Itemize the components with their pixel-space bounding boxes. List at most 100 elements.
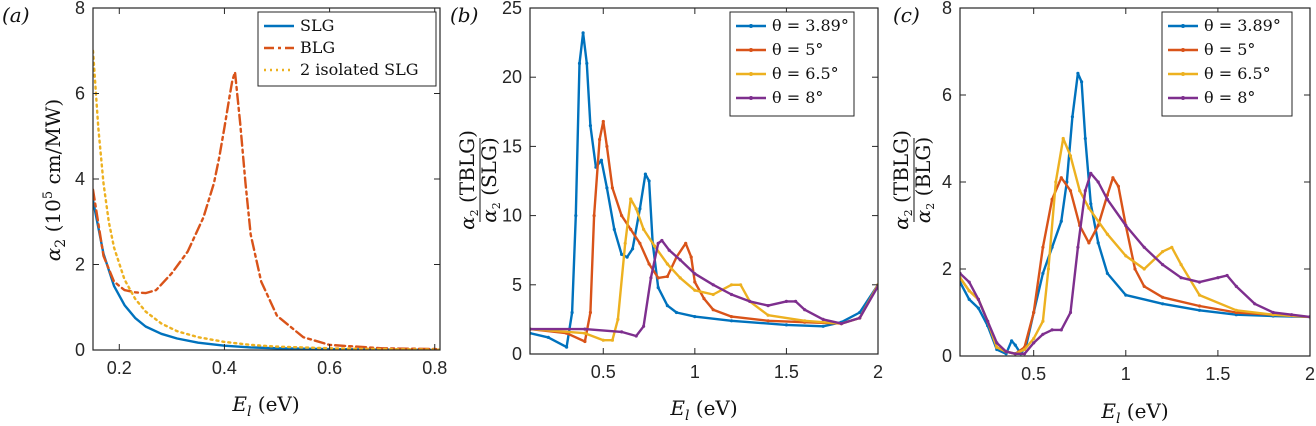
panel-a-legend-label-0: SLG <box>300 16 334 35</box>
panel-c-series-2-point <box>1234 308 1238 312</box>
panel-b-ytick-label: 15 <box>502 136 522 156</box>
panel-b-series-1-point <box>592 214 596 218</box>
panel-a-xtick-label: 0.6 <box>317 358 342 378</box>
panel-c-series-3-point <box>1022 352 1027 356</box>
panel-b-legend-marker-3 <box>749 96 753 100</box>
panel-b-series-2 <box>530 197 878 342</box>
panel-b-legend-label-0: θ = 3.89° <box>772 16 849 35</box>
panel-b-series-1-point <box>702 297 706 301</box>
panel-b-series-0-point <box>599 158 604 162</box>
panel-b-series-1 <box>530 120 878 343</box>
panel-c-series-3-point <box>1105 197 1109 201</box>
panel-a-xlabel: El (eV) <box>231 392 299 420</box>
panel-c-xtick-label: 2 <box>1305 364 1315 384</box>
panel-c-series-3-point <box>1290 313 1294 317</box>
panel-c-series-3-point <box>995 341 999 345</box>
svg-text:α2 (TBLG): α2 (TBLG) <box>455 130 481 230</box>
panel-b-series-2-point <box>610 338 615 342</box>
panel-c-series-2-point <box>1022 347 1027 352</box>
panel-b-series-3-point <box>794 299 798 303</box>
panel-b-series-2-point <box>629 197 633 201</box>
panel-c-series-0-point <box>976 306 981 310</box>
panel-c-series-2-point <box>1271 313 1275 317</box>
panel-c-series-0-point <box>1070 115 1074 119</box>
panel-b-series-0-point <box>729 319 734 323</box>
panel-a-xtick-label: 0.2 <box>107 358 132 378</box>
panel-b-series-0-point <box>631 247 635 251</box>
panel-c-series-0-point <box>1197 308 1202 312</box>
panel-b-legend-label-1: θ = 5° <box>772 40 823 59</box>
panel-b-series-3-point <box>803 308 807 312</box>
panel-c-legend-label-2: θ = 6.5° <box>1204 64 1271 83</box>
panel-b-series-3-point <box>858 316 862 320</box>
panel-a-ytick-label: 4 <box>75 169 85 189</box>
panel-c-series-1-point <box>1142 284 1146 288</box>
panel-c-series-1-point <box>1068 189 1073 193</box>
panel-b-series-0-point <box>693 315 697 319</box>
panel-b-series-1-point <box>684 241 688 245</box>
panel-c-series-0-point <box>1059 219 1063 223</box>
panel-b-series-1-point <box>620 214 624 218</box>
panel-c-xtick-label: 0.5 <box>1021 364 1046 384</box>
panel-b-series-0-point <box>605 186 609 190</box>
panel-c-series-0-point <box>1083 136 1087 141</box>
panel-c-ytick-label: 4 <box>942 172 952 192</box>
panel-c-series-1-point <box>1032 310 1036 315</box>
panel-b-ytick-label: 10 <box>502 206 522 226</box>
panel-b-xtick-label: 0.5 <box>591 362 616 382</box>
panel-c-series-2-point <box>1061 136 1065 141</box>
panel-c-ytick-label: 2 <box>942 259 952 279</box>
panel-b-ytick-label: 5 <box>512 275 522 295</box>
panel-c-legend-marker-1 <box>1181 48 1185 52</box>
panel-a-legend-label-1: BLG <box>300 38 335 57</box>
panel-b-series-1-point <box>605 144 609 148</box>
panel-c-series-1-point <box>1041 245 1045 249</box>
panel-b-series-0-point <box>577 61 582 65</box>
panel-c-xtick-label: 1.5 <box>1205 364 1230 384</box>
panel-b-ytick-label: 25 <box>502 0 522 18</box>
svg-text:α2 (BLG): α2 (BLG) <box>911 137 937 223</box>
panel-c-series-0-point <box>1076 71 1080 75</box>
panel-b-series-3-point <box>748 299 752 303</box>
panel-b-series-2-point <box>803 319 807 323</box>
panel-c-series-1-point <box>1234 310 1238 315</box>
panel-b-legend-label-3: θ = 8° <box>772 88 823 107</box>
panel-c-series-2-point <box>1124 254 1128 258</box>
panel-b-series-2-point <box>623 241 627 245</box>
panel-b-legend-marker-2 <box>749 72 753 76</box>
panel-b-series-1-point <box>583 339 587 344</box>
panel-c-label: (c) <box>893 3 920 27</box>
panel-b-series-1-point <box>656 276 660 280</box>
panel-c-series-3-point <box>1216 276 1220 280</box>
panel-c-series-3-point <box>1253 302 1257 306</box>
panel-b-series-3-point <box>693 272 697 276</box>
panel-c-series-3-point <box>1076 245 1080 249</box>
panel-c-legend-label-3: θ = 8° <box>1204 88 1255 107</box>
panel-c-series-2-point <box>1046 267 1050 271</box>
panel-c-legend-label-0: θ = 3.89° <box>1204 16 1281 35</box>
panel-c-series-3-point <box>1142 245 1146 249</box>
panel-c-series-0-point <box>1124 293 1128 297</box>
panel-c-xlabel: El (eV) <box>1100 399 1168 426</box>
panel-b-series-2-point <box>616 317 620 321</box>
panel-c-series-2-point <box>1105 232 1109 236</box>
panel-b-xlabel: El (eV) <box>669 396 737 424</box>
panel-a-series-0 <box>93 199 440 350</box>
panel-c-series-3-point <box>1068 310 1073 315</box>
panel-c-series-2-point <box>1179 263 1183 267</box>
panel-c-series-3-point <box>1059 328 1063 332</box>
panel-b-series-3-point <box>660 238 664 243</box>
panel-b-series-3-point <box>656 241 660 245</box>
panel-b-series-0-point <box>581 31 585 35</box>
panel-b-series-3-point <box>620 330 624 334</box>
panel-b-series-1-point <box>693 280 697 284</box>
panel-c-series-0 <box>960 72 1310 355</box>
panel-b-series-0-point <box>858 310 862 315</box>
panel-b-series-2-point <box>693 288 697 292</box>
panel-c-series-0-point <box>1080 80 1084 84</box>
panel-c-chart: (c) 0.5 1 1.5 2 0 2 4 6 8 El (eV) α2 (TBLG) α2 (… <box>889 0 1315 426</box>
panel-b-series-3-point <box>634 334 638 338</box>
panel-b-label: (b) <box>450 3 478 27</box>
panel-b-series-0-point <box>643 172 648 176</box>
